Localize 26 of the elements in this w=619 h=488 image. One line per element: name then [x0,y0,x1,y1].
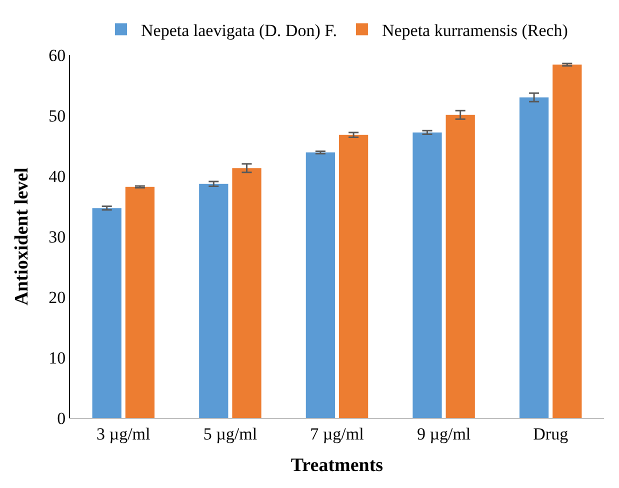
legend-label: Nepeta laevigata (D. Don) F. [141,20,337,40]
x-tick-label: 5 µg/ml [203,424,258,444]
x-tick-label: 3 µg/ml [96,424,151,444]
y-tick-label: 30 [48,227,66,246]
y-axis-title: Antioxident level [11,168,32,306]
bar [446,114,475,418]
bar [232,168,262,418]
y-tick-label: 60 [48,46,66,65]
bar [125,186,155,418]
bar [92,208,122,418]
y-tick-label: 50 [48,106,66,126]
x-tick-label: 9 µg/ml [416,424,471,444]
x-axis-title: Treatments [290,455,384,476]
y-tick-label: 0 [57,408,66,428]
bar [552,64,582,418]
y-tick-label: 40 [48,166,66,186]
bar [412,132,442,418]
y-tick-label: 20 [48,288,66,307]
bar [338,134,368,418]
bar [306,152,336,418]
x-tick-label: Drug [533,424,569,444]
bar [199,184,228,418]
bar [519,97,549,418]
x-tick-label: 7 µg/ml [310,424,364,444]
y-tick-label: 10 [48,348,66,368]
legend-label: Nepeta kurramensis (Rech) [382,20,568,40]
